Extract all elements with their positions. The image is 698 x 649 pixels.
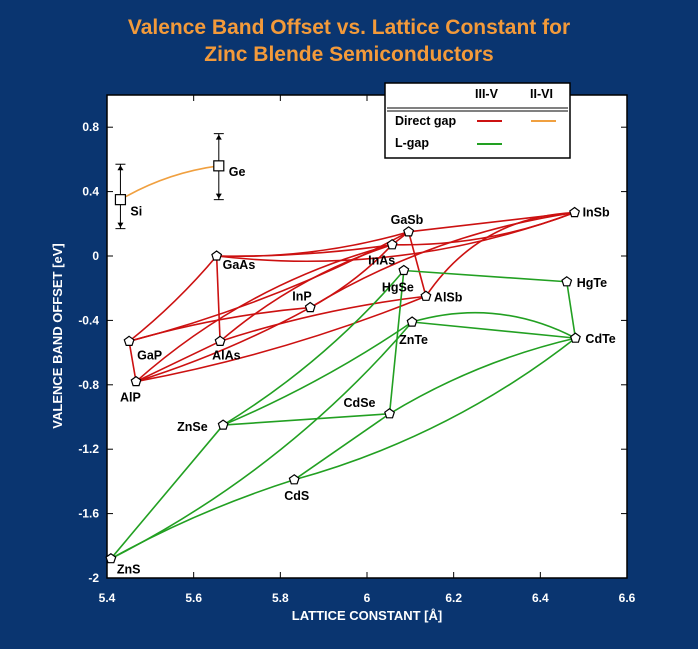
curve-gaas-alas — [215, 255, 221, 342]
point-label-gap: GaP — [137, 348, 162, 362]
curve-alas-inas — [219, 243, 393, 342]
axis-ticks: 5.4 5.6 5.8 6 6.2 6.4 6.6 0.8 0.4 0 -0.4 -0.8 -1.2 -1… — [78, 95, 636, 605]
curve-gasb-alsb — [407, 231, 427, 297]
chart-title: Valence Band Offset vs. Lattice Constant… — [0, 14, 698, 68]
error-bar-arrow-down — [215, 193, 222, 199]
curve-cdse-cdte — [389, 337, 576, 415]
point-label-zns: ZnS — [117, 563, 141, 577]
point-label-gaas: GaAs — [223, 258, 256, 272]
error-bar-arrow-up — [117, 165, 124, 171]
point-znse — [217, 419, 229, 430]
y-tick-label: -0.4 — [78, 313, 99, 327]
x-tick-label: 6.2 — [445, 591, 462, 605]
y-tick-label: 0.8 — [82, 120, 99, 134]
curve-alp-inp — [135, 306, 311, 383]
y-tick-label: -0.8 — [78, 378, 99, 392]
y-axis-label: VALENCE BAND OFFSET [eV] — [50, 243, 65, 428]
curve-alsb-insb — [425, 211, 575, 297]
point-label-cdse: CdSe — [344, 396, 376, 410]
y-tick-label: -1.6 — [78, 507, 99, 521]
curve-cds-cdse — [293, 413, 390, 481]
point-label-ge: Ge — [229, 165, 246, 179]
point-ge — [213, 160, 225, 172]
y-tick-label: -2 — [88, 571, 99, 585]
point-znte — [406, 316, 418, 327]
x-tick-label: 5.4 — [99, 591, 116, 605]
curve-cds-cdte — [293, 337, 576, 481]
point-cdte — [569, 332, 581, 343]
curve-alas-alp — [135, 340, 221, 383]
point-gaas — [211, 250, 223, 261]
legend-col-header-ii-vi: II-VI — [530, 87, 553, 101]
curve-znse-znte — [222, 321, 413, 426]
curve-alp-inas — [135, 243, 393, 383]
point-si — [114, 194, 127, 206]
x-tick-label: 6 — [364, 591, 371, 605]
point-label-inp: InP — [292, 290, 311, 304]
curve-znte-cdte — [411, 311, 576, 339]
legend-label-l-gap: L-gap — [395, 136, 429, 150]
point-label-inas: InAs — [368, 254, 395, 268]
x-tick-label: 5.8 — [272, 591, 289, 605]
point-inas — [386, 238, 398, 250]
point-cds — [288, 474, 300, 485]
chart-title-line-2: Zinc Blende Semiconductors — [204, 43, 494, 66]
point-gap — [123, 335, 135, 346]
legend: III-V II-VI Direct gap L-gap — [384, 82, 571, 159]
point-insb — [569, 206, 581, 218]
data-points — [105, 160, 581, 564]
curve-cdse-hgse — [388, 270, 405, 414]
point-alp — [130, 375, 142, 387]
curve-znse-hgse — [222, 269, 405, 426]
curve-alp-alsb — [135, 295, 427, 383]
curve-gaas-inas — [216, 243, 393, 257]
x-axis-label: LATTICE CONSTANT [Å] — [292, 608, 442, 623]
chart-title-line-1: Valence Band Offset vs. Lattice Constant… — [127, 16, 571, 39]
curve-znse-cdse — [223, 412, 390, 426]
point-hgte — [561, 276, 573, 287]
point-label-gasb: GaSb — [391, 213, 424, 227]
point-label-si: Si — [130, 205, 142, 219]
point-label-hgte: HgTe — [577, 276, 607, 290]
point-alas — [214, 335, 226, 346]
plot-area — [106, 94, 628, 579]
point-label-znse: ZnSe — [177, 420, 208, 434]
point-label-cdte: CdTe — [585, 332, 615, 346]
legend-col-header-iii-v: III-V — [475, 87, 499, 101]
point-label-alsb: AlSb — [434, 290, 463, 304]
error-bar-arrow-up — [215, 134, 222, 140]
curve-hgse-hgte — [403, 269, 567, 283]
y-tick-label: -1.2 — [78, 442, 99, 456]
point-hgse — [398, 264, 410, 276]
point-label-alas: AlAs — [212, 348, 241, 362]
point-zns — [105, 552, 117, 564]
point-labels: Si Ge GaAs GaP AlAs AlP InP InAs GaSb HgSe AlSb ZnT… — [117, 165, 616, 577]
curve-si-ge — [120, 165, 219, 201]
y-tick-label: 0.4 — [82, 185, 99, 199]
x-tick-label: 5.6 — [185, 591, 202, 605]
curve-zns-znse — [110, 424, 224, 560]
legend-label-direct-gap: Direct gap — [395, 114, 456, 128]
point-label-hgse: HgSe — [382, 280, 414, 294]
error-bar-arrow-down — [117, 222, 124, 228]
point-label-cds: CdS — [284, 489, 309, 503]
point-alsb — [420, 290, 432, 301]
point-label-insb: InSb — [583, 206, 610, 220]
curves — [110, 165, 577, 560]
point-label-alp: AlP — [120, 391, 141, 405]
curve-zns-znte — [110, 321, 413, 560]
curve-znte-cdte — [411, 321, 576, 339]
x-tick-label: 6.4 — [532, 591, 549, 605]
y-tick-label: 0 — [92, 249, 99, 263]
curve-inp-insb — [309, 211, 575, 309]
point-label-znte: ZnTe — [399, 333, 428, 347]
point-inp — [304, 301, 316, 313]
x-tick-label: 6.6 — [619, 591, 636, 605]
point-gasb — [403, 226, 415, 237]
point-cdse — [384, 408, 396, 419]
curve-gap-gaas — [128, 255, 218, 342]
